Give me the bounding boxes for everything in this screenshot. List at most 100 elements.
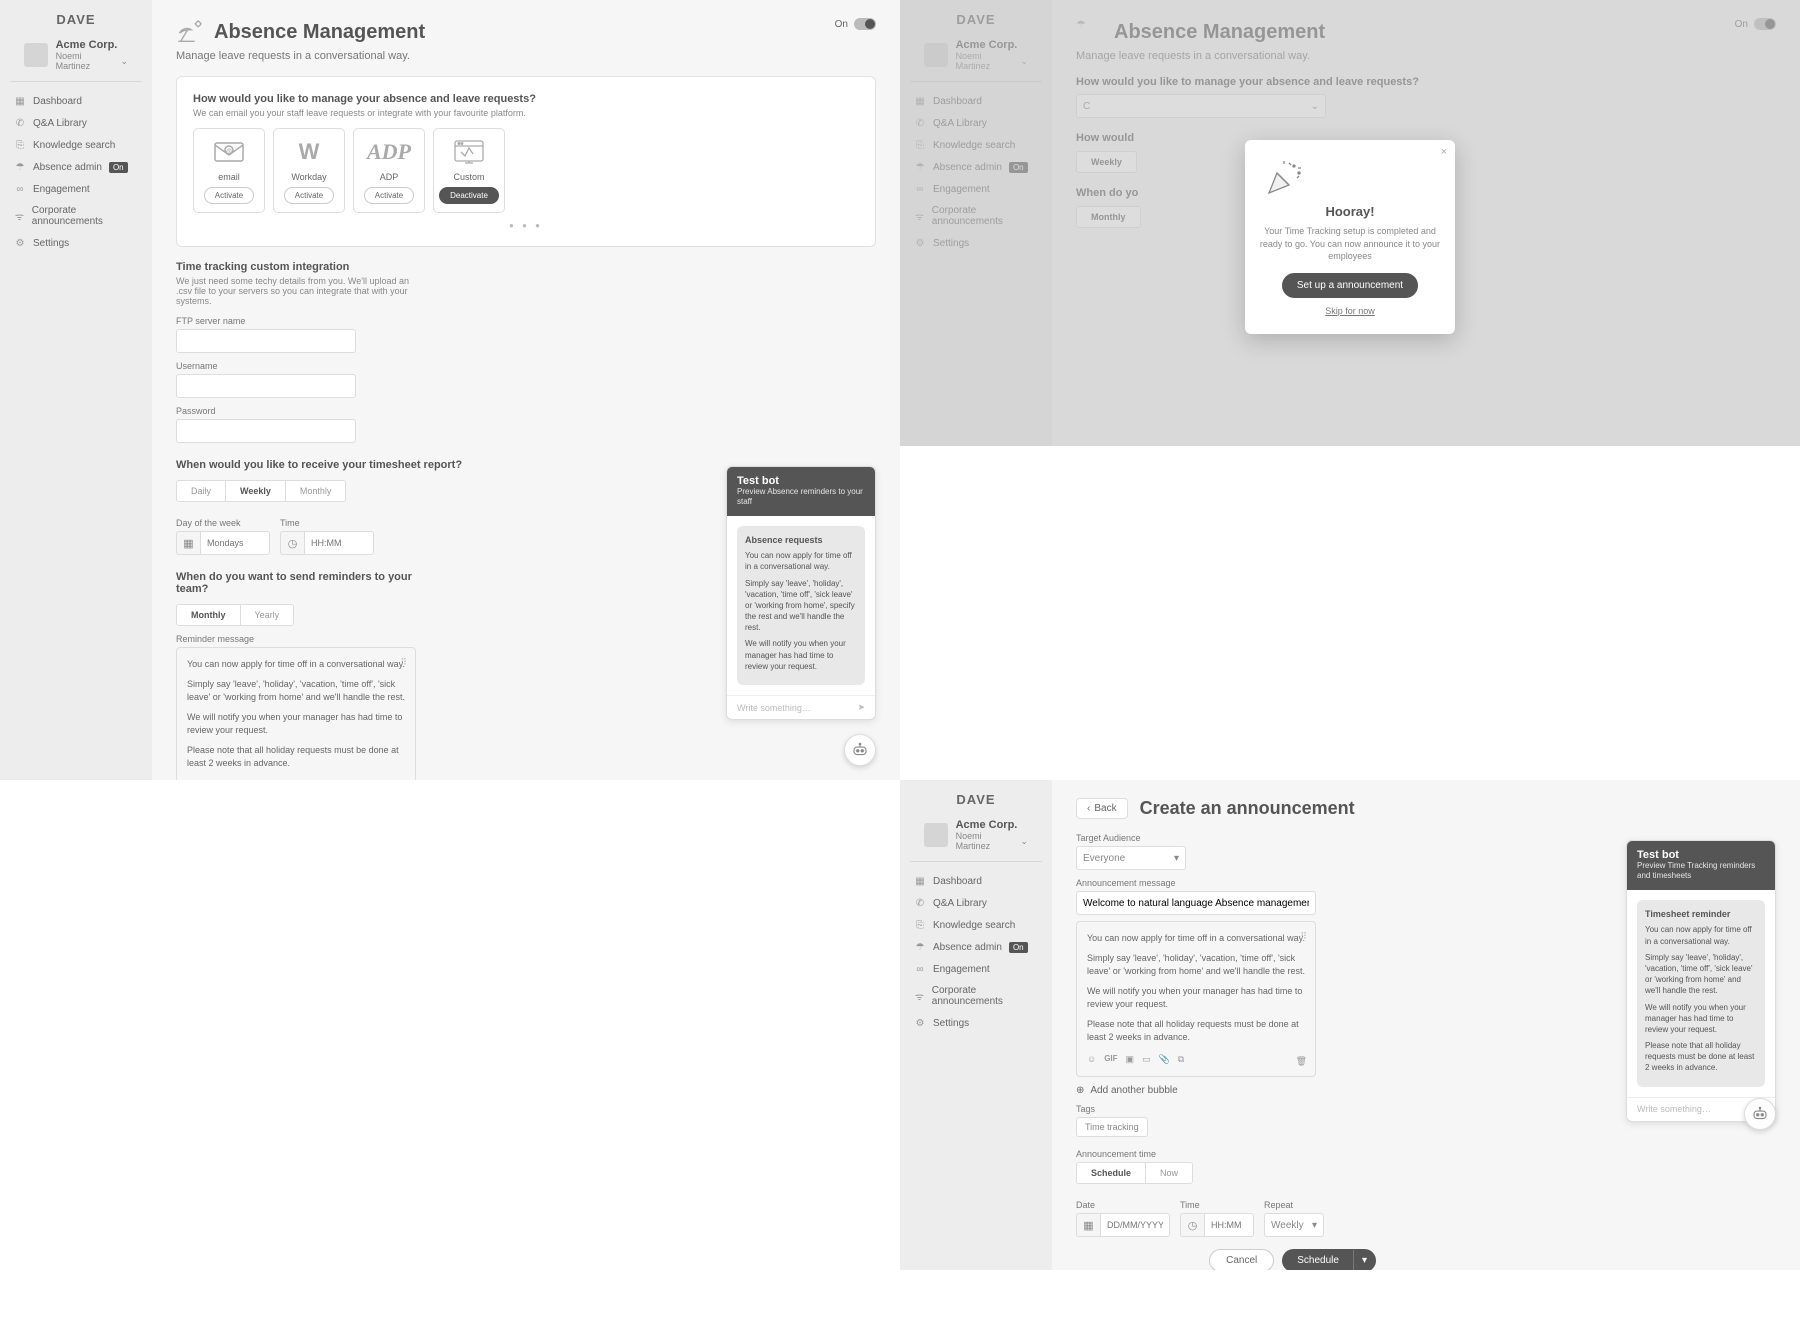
activate-button[interactable]: Activate bbox=[204, 187, 254, 204]
username-label: Username bbox=[176, 361, 876, 371]
schedule-button[interactable]: Schedule▾ bbox=[1282, 1249, 1376, 1270]
send-icon[interactable]: ➤ bbox=[857, 702, 865, 713]
message-editor[interactable]: ⠿ You can now apply for time off in a co… bbox=[176, 647, 416, 780]
emoji-icon[interactable]: ☺ bbox=[187, 779, 196, 781]
testbot-panel: Test bot Preview Time Tracking reminders… bbox=[1626, 840, 1776, 1122]
gear-icon: ⚙ bbox=[14, 237, 26, 249]
preview-bubble: Timesheet reminder You can now apply for… bbox=[1637, 900, 1765, 1087]
nav-absence[interactable]: ☂Absence adminOn bbox=[0, 156, 152, 178]
freq-weekly[interactable]: Weekly bbox=[226, 481, 286, 501]
carousel-dots[interactable]: ● ● ● bbox=[193, 221, 859, 230]
username-input[interactable] bbox=[176, 374, 356, 398]
grid-icon: ▦ bbox=[914, 875, 926, 887]
image-icon[interactable]: ▣ bbox=[226, 779, 235, 781]
nav: ▦Dashboard ✆Q&A Library ⎘Knowledge searc… bbox=[0, 90, 152, 254]
card-icon[interactable]: ▭ bbox=[1142, 1053, 1151, 1067]
nav-qa[interactable]: ✆Q&A Library bbox=[0, 112, 152, 134]
message-editor[interactable]: ⠿ You can now apply for time off in a co… bbox=[1076, 921, 1316, 1077]
freq-daily[interactable]: Daily bbox=[177, 481, 226, 501]
org-avatar bbox=[24, 43, 48, 67]
setup-announcement-button[interactable]: Set up a announcement bbox=[1282, 273, 1418, 298]
feature-toggle[interactable]: On bbox=[835, 18, 876, 30]
attachment-icon[interactable]: 📎 bbox=[1159, 1053, 1170, 1067]
bot-fab[interactable] bbox=[844, 734, 876, 766]
drag-handle-icon[interactable]: ⠿ bbox=[400, 656, 407, 670]
integration-email[interactable]: @ email Activate bbox=[193, 128, 265, 213]
integration-adp[interactable]: ADP ADP Activate bbox=[353, 128, 425, 213]
remind-monthly[interactable]: Monthly bbox=[177, 605, 241, 625]
delete-icon[interactable]: 🗑 bbox=[1296, 1055, 1307, 1069]
caret-down-icon: ▾ bbox=[1353, 1250, 1375, 1270]
chevron-down-icon: ▾ bbox=[1174, 853, 1179, 864]
skip-link[interactable]: Skip for now bbox=[1259, 306, 1441, 316]
chevron-down-icon: ⌄ bbox=[120, 56, 128, 67]
screen-absence-setup: DAVE Acme Corp. Noemi Martinez⌄ ▦Dashboa… bbox=[0, 0, 900, 780]
freq-monthly[interactable]: Monthly bbox=[286, 481, 346, 501]
antenna-icon: ᯤ bbox=[914, 990, 925, 1002]
nav-knowledge[interactable]: ⎘Knowledge search bbox=[900, 914, 1052, 936]
nav-qa[interactable]: ✆Q&A Library bbox=[900, 892, 1052, 914]
attachment-icon[interactable]: 📎 bbox=[259, 779, 270, 781]
image-icon[interactable]: ▣ bbox=[1126, 1053, 1135, 1067]
nav-dashboard[interactable]: ▦Dashboard bbox=[0, 90, 152, 112]
nav-knowledge[interactable]: ⎘Knowledge search bbox=[0, 134, 152, 156]
nav-settings[interactable]: ⚙Settings bbox=[0, 232, 152, 254]
close-icon[interactable]: × bbox=[1441, 146, 1447, 158]
toggle-switch[interactable] bbox=[854, 18, 876, 30]
nav-dashboard[interactable]: ▦Dashboard bbox=[900, 870, 1052, 892]
time-input[interactable]: ◷ bbox=[280, 531, 374, 555]
seg-now[interactable]: Now bbox=[1146, 1163, 1192, 1183]
status-badge: On bbox=[109, 162, 128, 173]
main-content: ‹Back Create an announcement Target Audi… bbox=[1052, 780, 1800, 1270]
link-icon[interactable]: ⧉ bbox=[278, 779, 284, 781]
seg-schedule[interactable]: Schedule bbox=[1077, 1163, 1146, 1183]
modal-title: Hooray! bbox=[1259, 204, 1441, 219]
chevron-left-icon: ‹ bbox=[1087, 803, 1090, 814]
password-input[interactable] bbox=[176, 419, 356, 443]
activate-button[interactable]: Activate bbox=[364, 187, 414, 204]
subject-input[interactable] bbox=[1076, 891, 1316, 915]
email-icon: @ bbox=[211, 137, 247, 167]
nav-engagement[interactable]: ∞Engagement bbox=[0, 178, 152, 200]
repeat-select[interactable]: Weekly▾ bbox=[1264, 1213, 1324, 1237]
integration-custom[interactable]: Custom Deactivate bbox=[433, 128, 505, 213]
calendar-icon: ▦ bbox=[1076, 1213, 1100, 1237]
custom-icon bbox=[451, 137, 487, 167]
link-icon[interactable]: ⧉ bbox=[1178, 1053, 1184, 1067]
empty bbox=[0, 780, 900, 1270]
nav-corporate[interactable]: ᯤCorporate announcements bbox=[0, 200, 152, 232]
org-name: Acme Corp. bbox=[56, 39, 128, 51]
umbrella-icon: ☂ bbox=[914, 941, 926, 953]
gif-icon[interactable]: GIF bbox=[204, 779, 217, 780]
cancel-button[interactable]: Cancel bbox=[1209, 1249, 1274, 1270]
drag-handle-icon[interactable]: ⠿ bbox=[1300, 930, 1307, 944]
nav-absence[interactable]: ☂Absence adminOn bbox=[900, 936, 1052, 958]
bot-fab[interactable] bbox=[1744, 1098, 1776, 1130]
ftp-input[interactable] bbox=[176, 329, 356, 353]
deactivate-button[interactable]: Deactivate bbox=[439, 187, 499, 204]
org-switcher[interactable]: Acme Corp. Noemi Martinez⌄ bbox=[10, 39, 142, 82]
beach-umbrella-icon bbox=[176, 18, 204, 46]
integration-workday[interactable]: W Workday Activate bbox=[273, 128, 345, 213]
activate-button[interactable]: Activate bbox=[284, 187, 334, 204]
nav-settings[interactable]: ⚙Settings bbox=[900, 1012, 1052, 1034]
audience-select[interactable]: Everyone▾ bbox=[1076, 846, 1186, 870]
emoji-icon[interactable]: ☺ bbox=[1087, 1053, 1096, 1067]
tag-input[interactable]: Time tracking bbox=[1076, 1117, 1148, 1137]
time-input[interactable]: ◷ bbox=[1180, 1213, 1254, 1237]
testbot-input[interactable]: Write something… ➤ bbox=[727, 695, 875, 719]
back-button[interactable]: ‹Back bbox=[1076, 798, 1128, 819]
day-input[interactable]: ▦ bbox=[176, 531, 270, 555]
gif-icon[interactable]: GIF bbox=[1104, 1053, 1117, 1065]
remind-yearly[interactable]: Yearly bbox=[241, 605, 294, 625]
chevron-down-icon: ⌄ bbox=[1020, 836, 1028, 847]
card-icon[interactable]: ▭ bbox=[242, 779, 251, 781]
reminder-section: When do you want to send reminders to yo… bbox=[176, 571, 416, 780]
confetti-icon bbox=[1259, 158, 1441, 198]
nav-engagement[interactable]: ∞Engagement bbox=[900, 958, 1052, 980]
date-input[interactable]: ▦ bbox=[1076, 1213, 1170, 1237]
nav-corporate[interactable]: ᯤCorporate announcements bbox=[900, 980, 1052, 1012]
org-switcher[interactable]: Acme Corp. Noemi Martinez⌄ bbox=[910, 819, 1042, 862]
add-bubble-button[interactable]: ⊕Add another bubble bbox=[1076, 1085, 1316, 1096]
workday-icon: W bbox=[291, 137, 327, 167]
